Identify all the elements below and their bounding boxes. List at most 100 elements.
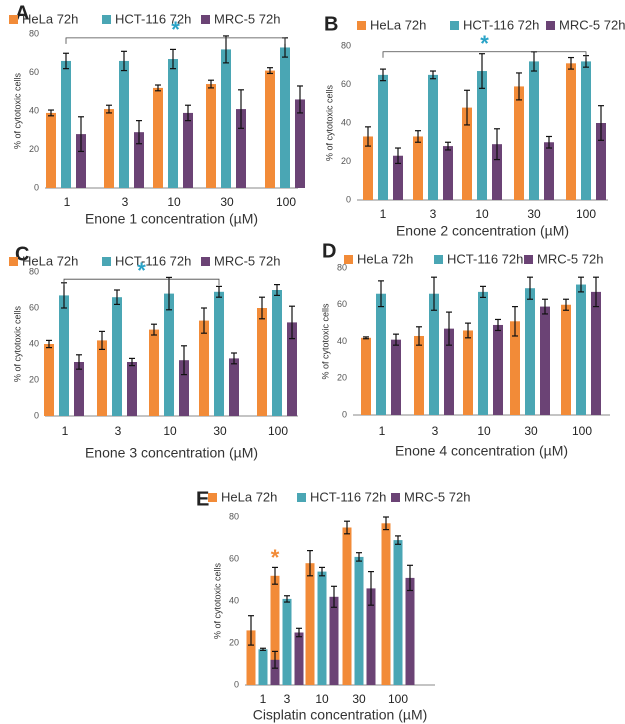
x-tick-label: 1: [62, 424, 69, 438]
bar-hela-30: [342, 527, 352, 685]
bar-hela-3: [414, 335, 424, 415]
y-tick-label: 0: [234, 679, 239, 689]
bar-mrc-5-1: [76, 134, 86, 188]
y-tick-label: 60: [337, 299, 347, 309]
y-tick-label: 60: [341, 79, 351, 89]
y-tick-label: 20: [229, 637, 239, 647]
bar-hela-3: [270, 575, 280, 685]
bar-mrc-5-30: [540, 306, 550, 415]
bar-hela-10: [463, 330, 473, 415]
y-tick-label: 40: [337, 336, 347, 346]
bar-mrc-5-1: [391, 339, 401, 415]
y-tick-label: 20: [29, 374, 39, 384]
legend-label: HeLa 72h: [357, 251, 413, 266]
bar-hela-10: [462, 107, 472, 200]
legend-label: HCT-116 72h: [447, 251, 523, 266]
significance-bracket: [63, 278, 220, 286]
x-tick-label: 1: [380, 207, 387, 221]
bar-hct-116-3: [428, 74, 438, 200]
bar-hela-100: [265, 70, 275, 188]
bar-hct-116-1: [61, 60, 71, 189]
x-tick-label: 100: [268, 424, 288, 438]
bar-hela-1: [246, 630, 256, 685]
bar-mrc-5-1: [74, 362, 84, 416]
y-axis-label: % of cytotoxic cells: [12, 72, 22, 149]
x-tick-label: 30: [527, 207, 541, 221]
bar-hct-116-3: [282, 598, 292, 685]
legend: HeLa 72h HCT-116 72h MRC-5 72h: [357, 17, 625, 32]
bar-mrc-5-100: [596, 123, 606, 200]
y-tick-label: 60: [29, 302, 39, 312]
bar-hct-116-1: [378, 74, 388, 200]
bar-hela-10: [153, 87, 163, 188]
x-tick-label: 1: [64, 195, 71, 209]
legend-swatch: [391, 493, 400, 502]
legend-label: MRC-5 72h: [537, 251, 603, 266]
bar-hela-3: [104, 109, 114, 188]
bar-hct-116-10: [477, 71, 487, 201]
bar-mrc-5-3: [127, 362, 137, 416]
y-tick-label: 60: [29, 67, 39, 77]
bar-hct-116-30: [529, 61, 539, 201]
bar-hct-116-30: [525, 288, 535, 415]
x-tick-label: 30: [220, 195, 234, 209]
bar-hct-116-3: [119, 60, 129, 189]
x-axis-label: Enone 2 concentration (µM): [396, 223, 569, 239]
panel-e: E HeLa 72h HCT-116 72h MRC-5 72h 0 20 40 60 80 % …: [196, 488, 470, 722]
legend-label: HCT-116 72h: [310, 489, 386, 504]
bar-hela-100: [561, 304, 571, 415]
bar-hct-116-100: [581, 61, 591, 201]
legend: HeLa 72h HCT-116 72h MRC-5 72h: [9, 253, 280, 268]
legend-label: MRC-5 72h: [404, 489, 470, 504]
y-axis-label: % of cytotoxic cells: [12, 305, 22, 382]
bar-hct-116-100: [393, 540, 403, 685]
legend-swatch: [434, 255, 443, 264]
bar-hct-116-1: [258, 649, 268, 685]
legend: HeLa 72h HCT-116 72h MRC-5 72h: [9, 11, 280, 26]
bar-hela-100: [381, 523, 391, 685]
bar-hela-100: [257, 308, 267, 416]
x-tick-label: 10: [167, 195, 181, 209]
bar-hela-1: [44, 344, 54, 416]
x-tick-label: 1: [379, 424, 386, 438]
y-tick-label: 40: [29, 105, 39, 115]
x-tick-label: 100: [276, 195, 296, 209]
legend-swatch: [102, 15, 111, 24]
legend-swatch: [546, 21, 555, 30]
bar-hela-30: [206, 84, 216, 188]
y-tick-label: 20: [341, 156, 351, 166]
panel-b: B HeLa 72h HCT-116 72h MRC-5 72h 0 20 40 60 80 % …: [324, 13, 625, 238]
bar-hct-116-100: [576, 284, 586, 415]
panel-letter: A: [15, 2, 29, 24]
y-tick-label: 40: [229, 595, 239, 605]
significance-star: *: [480, 31, 489, 56]
x-tick-label: 10: [315, 692, 329, 706]
bar-hela-3: [413, 136, 423, 200]
bar-hela-30: [510, 321, 520, 415]
bar-hela-1: [363, 136, 373, 200]
legend-label: HCT-116 72h: [115, 253, 191, 268]
bar-hela-1: [46, 112, 56, 188]
y-tick-label: 80: [229, 511, 239, 521]
y-tick-label: 80: [341, 40, 351, 50]
bar-hela-100: [566, 63, 576, 201]
bar-hct-116-30: [354, 556, 364, 685]
bar-mrc-5-1: [270, 659, 280, 685]
bar-hct-116-10: [168, 59, 178, 189]
x-tick-label: 1: [260, 692, 267, 706]
legend-swatch: [208, 493, 217, 502]
bar-mrc-5-30: [544, 142, 554, 200]
y-tick-label: 60: [229, 553, 239, 563]
legend-swatch: [9, 257, 18, 266]
bar-mrc-5-3: [134, 132, 144, 188]
bar-hct-116-100: [280, 47, 290, 188]
bar-hct-116-10: [317, 571, 327, 685]
significance-bracket: [65, 37, 286, 44]
x-tick-label: 100: [572, 424, 592, 438]
x-tick-label: 3: [430, 207, 437, 221]
y-tick-label: 20: [29, 144, 39, 154]
panel-letter: C: [15, 243, 29, 265]
bar-hct-116-30: [214, 291, 224, 416]
legend-label: HCT-116 72h: [115, 11, 191, 26]
